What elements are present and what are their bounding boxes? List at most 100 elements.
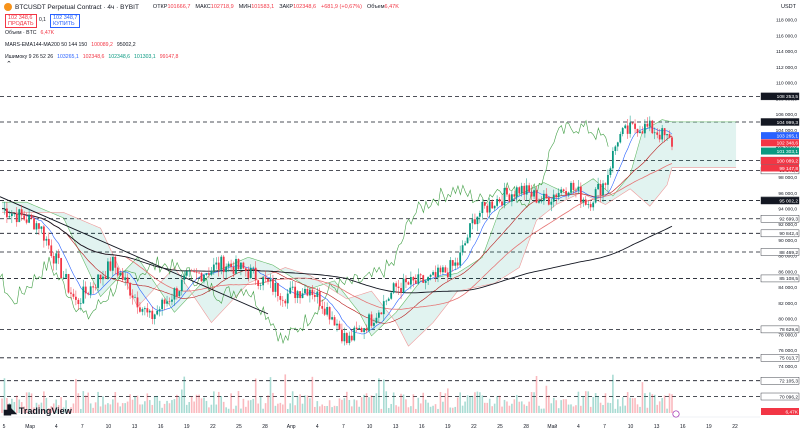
volume-bar [65, 400, 67, 413]
level-label: 92 699,3 [779, 217, 798, 223]
volume-bar [552, 397, 555, 413]
candle [294, 286, 297, 299]
volume-bar [649, 392, 651, 413]
volume-bar [274, 405, 277, 413]
symbol-title[interactable]: BTCUSDT Perpetual Contract · 4ч · BYBIT [15, 3, 139, 11]
ohlc-item: ЗАКР102348,6 [279, 4, 316, 10]
indicator-row[interactable]: MARS-EMA144-MA200 50 144 150 100089,2 9500… [5, 42, 136, 48]
indicator-row[interactable]: Объем · BTC 6,47K [5, 30, 54, 36]
price-tick-label: 78 000,0 [778, 332, 797, 338]
candle [126, 277, 129, 283]
candle [38, 223, 40, 229]
candle [220, 256, 223, 270]
volume-bar [493, 403, 496, 413]
ohlc-value: 101583,1 [251, 4, 275, 10]
volume-bar [77, 393, 80, 413]
candle [30, 215, 33, 219]
volume-bar [30, 393, 33, 413]
candle [222, 256, 225, 273]
candle [446, 272, 449, 278]
volume-bar [205, 400, 208, 413]
price-label-bg [761, 92, 799, 100]
volume-bar [114, 392, 117, 413]
volume-bar [220, 395, 223, 413]
currency-label[interactable]: USDT [781, 4, 796, 10]
candle [481, 201, 484, 214]
candle [614, 146, 617, 151]
candle [190, 270, 193, 272]
candle [301, 293, 304, 299]
collapse-legend-icon[interactable]: ⌃ [6, 61, 12, 68]
volume-bar [353, 399, 356, 413]
volume-bar [516, 394, 518, 413]
volume-bar [350, 406, 353, 413]
candle [348, 335, 351, 344]
candle [540, 200, 543, 202]
volume-bar [62, 407, 65, 413]
candle [515, 187, 518, 197]
candle [77, 299, 80, 305]
time-tick-label: 22 [732, 424, 738, 430]
price-tick-label: 110 000,0 [776, 81, 797, 87]
candle [20, 209, 23, 216]
candle [427, 276, 430, 281]
price-tick-label: 96 000,0 [778, 191, 797, 197]
candle [97, 274, 99, 288]
volume-bar [550, 403, 553, 413]
ohlc-values: ОТКР101666,7 МАКС102718,9 МИН101583,1 ЗАКР1… [153, 4, 399, 10]
ohlc-key: ЗАКР [279, 4, 294, 10]
candle [547, 197, 550, 205]
price-label: 95 002,2 [779, 198, 798, 204]
candle [350, 335, 353, 341]
sell-button[interactable]: 102 348,6 ПРОДАТЬ [5, 14, 37, 28]
price-label-bg [761, 139, 799, 147]
volume-bar [474, 392, 476, 413]
candle [390, 292, 393, 299]
candle [33, 218, 35, 230]
price-tick-label: 112 000,0 [776, 65, 797, 71]
volume-bar [284, 374, 287, 413]
candle [111, 256, 114, 271]
candle [67, 274, 70, 293]
candle [203, 274, 205, 282]
time-tick-label: 22 [471, 424, 477, 430]
volume-bar [176, 394, 178, 413]
candle [533, 190, 535, 197]
candle [434, 272, 437, 277]
candle [62, 277, 65, 279]
ohlc-key: МИН [238, 4, 252, 10]
volume-bar [392, 392, 395, 413]
candle [323, 308, 326, 315]
candle [560, 189, 563, 193]
candle [178, 291, 181, 297]
candle [116, 267, 119, 276]
candle [565, 190, 567, 195]
volume-label: 6,47K [785, 410, 798, 416]
candle [353, 327, 356, 341]
volume-bar [119, 406, 122, 413]
volume-bar [215, 404, 218, 413]
volume-bar [321, 404, 324, 413]
candle [392, 283, 395, 293]
candle [579, 186, 582, 203]
candle [163, 299, 166, 304]
candle [496, 198, 499, 206]
level-tag [760, 248, 800, 256]
volume-bar [584, 391, 587, 413]
price-tick-label: 104 000,0 [776, 128, 798, 134]
ohlc-value: 102348,6 [293, 4, 317, 10]
ichimoku-lagging-span [0, 119, 609, 345]
buy-button[interactable]: 102 348,7 КУПИТЬ [50, 14, 81, 28]
time-tick-label: 25 [497, 424, 503, 430]
volume-bar [45, 397, 48, 413]
volume-bar [33, 407, 35, 413]
ohlc-item: МИН101583,1 [239, 4, 274, 10]
indicator-row[interactable]: Ишимоку 9 26 52 26 103265,1 102348,6 102348… [5, 54, 178, 60]
volume-bar [454, 406, 457, 413]
volume-bar [363, 394, 365, 413]
volume-bar [498, 395, 501, 413]
volume-bar [208, 407, 210, 413]
volume-bar [131, 399, 134, 413]
candle [607, 175, 609, 185]
